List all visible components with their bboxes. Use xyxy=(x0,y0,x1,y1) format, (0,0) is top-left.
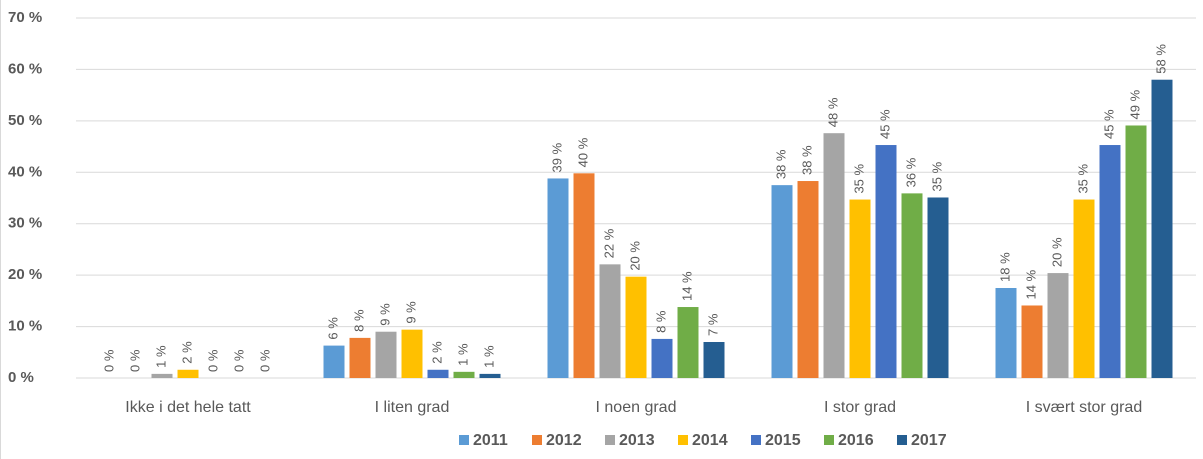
legend-label: 2017 xyxy=(911,432,947,449)
y-tick-label: 40 % xyxy=(8,163,42,180)
value-label: 9 % xyxy=(377,303,392,326)
legend-swatch xyxy=(897,435,907,445)
value-label: 39 % xyxy=(549,142,564,172)
value-label: 18 % xyxy=(997,252,1012,282)
value-label: 9 % xyxy=(403,301,418,324)
legend-label: 2012 xyxy=(546,432,582,449)
x-tick-label: I svært stor grad xyxy=(1026,399,1142,416)
bar xyxy=(677,307,699,378)
bar xyxy=(849,199,871,378)
legend-label: 2013 xyxy=(619,432,655,449)
bar xyxy=(1073,199,1095,378)
value-label: 20 % xyxy=(1049,237,1064,267)
x-tick-label: I stor grad xyxy=(824,399,896,416)
value-label: 38 % xyxy=(773,149,788,179)
bar xyxy=(1151,79,1173,378)
bar xyxy=(703,342,725,378)
value-label: 0 % xyxy=(127,349,142,372)
legend-swatch xyxy=(605,435,615,445)
bar xyxy=(1099,145,1121,378)
legend-swatch xyxy=(678,435,688,445)
value-label: 58 % xyxy=(1153,44,1168,74)
value-label: 36 % xyxy=(903,157,918,187)
bar xyxy=(1021,305,1043,378)
bar xyxy=(901,193,923,378)
value-label: 7 % xyxy=(705,313,720,336)
value-label: 0 % xyxy=(257,349,272,372)
bar xyxy=(1047,273,1069,378)
value-label: 22 % xyxy=(601,228,616,258)
bar xyxy=(573,173,595,378)
value-label: 35 % xyxy=(929,161,944,191)
value-label: 6 % xyxy=(325,317,340,340)
legend-swatch xyxy=(751,435,761,445)
bar xyxy=(479,373,501,378)
y-tick-label: 60 % xyxy=(8,60,42,77)
legend-swatch xyxy=(532,435,542,445)
value-label: 38 % xyxy=(799,145,814,175)
legend-label: 2014 xyxy=(692,432,728,449)
value-label: 1 % xyxy=(153,345,168,368)
bar xyxy=(323,345,345,378)
bar xyxy=(177,369,199,378)
x-tick-label: I liten grad xyxy=(375,399,450,416)
bar xyxy=(927,197,949,378)
value-label: 45 % xyxy=(877,109,892,139)
y-tick-label: 30 % xyxy=(8,215,42,232)
bar xyxy=(427,369,449,378)
bar xyxy=(453,371,475,378)
legend-label: 2015 xyxy=(765,432,801,449)
value-label: 48 % xyxy=(825,97,840,127)
legend-label: 2016 xyxy=(838,432,874,449)
bar xyxy=(797,181,819,378)
value-label: 49 % xyxy=(1127,89,1142,119)
bar xyxy=(1125,125,1147,378)
value-label: 1 % xyxy=(455,343,470,366)
y-tick-label: 0 % xyxy=(8,369,34,386)
value-label: 0 % xyxy=(205,349,220,372)
legend-label: 2011 xyxy=(473,432,508,449)
bar xyxy=(823,133,845,378)
bar xyxy=(349,337,371,378)
bar xyxy=(375,331,397,378)
legend-swatch xyxy=(824,435,834,445)
value-label: 0 % xyxy=(231,349,246,372)
bar xyxy=(771,185,793,378)
value-label: 1 % xyxy=(481,345,496,368)
bar xyxy=(151,373,173,378)
value-label: 35 % xyxy=(1075,163,1090,193)
value-label: 2 % xyxy=(429,341,444,364)
value-label: 40 % xyxy=(575,137,590,167)
value-label: 0 % xyxy=(101,349,116,372)
bar xyxy=(651,338,673,378)
y-tick-label: 70 % xyxy=(8,9,42,26)
bar xyxy=(599,264,621,378)
legend-swatch xyxy=(459,435,469,445)
value-label: 8 % xyxy=(351,309,366,332)
value-label: 14 % xyxy=(1023,269,1038,299)
value-label: 35 % xyxy=(851,163,866,193)
value-label: 45 % xyxy=(1101,109,1116,139)
y-tick-label: 20 % xyxy=(8,266,42,283)
bar xyxy=(401,329,423,378)
value-label: 8 % xyxy=(653,310,668,333)
bar xyxy=(547,178,569,378)
value-label: 2 % xyxy=(179,341,194,364)
value-label: 20 % xyxy=(627,241,642,271)
x-tick-label: Ikke i det hele tatt xyxy=(125,399,251,416)
y-tick-label: 10 % xyxy=(8,318,42,335)
bar xyxy=(625,276,647,378)
value-label: 14 % xyxy=(679,271,694,301)
bar xyxy=(995,288,1017,378)
x-tick-label: I noen grad xyxy=(596,399,677,416)
y-tick-label: 50 % xyxy=(8,112,42,129)
bar xyxy=(875,145,897,378)
